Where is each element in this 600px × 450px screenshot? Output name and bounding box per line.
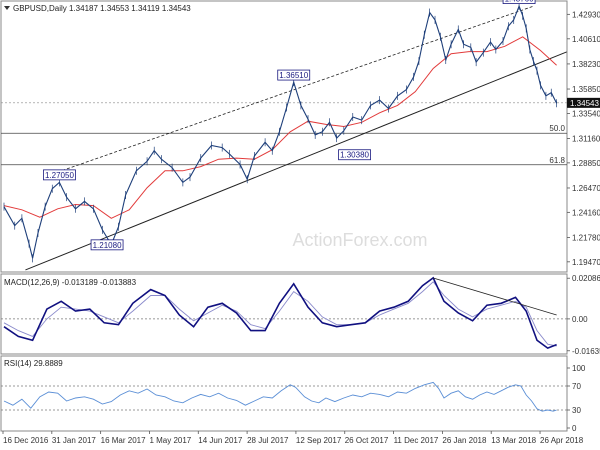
- price-line: [3, 4, 558, 259]
- macd-title: MACD(12,26,9) -0.013189 -0.013883: [4, 278, 137, 287]
- header-dropdown-icon: [4, 6, 10, 10]
- macd-tick-label: 0.00: [572, 315, 588, 324]
- price-callout-box: [43, 169, 76, 181]
- price-tick-label: 1.33540: [572, 109, 600, 118]
- rsi-title: RSI(14) 29.8889: [4, 359, 63, 368]
- price-callout-box: [338, 149, 371, 161]
- watermark: ActionForex.com: [292, 230, 427, 250]
- price-tick-label: 1.31160: [572, 135, 600, 144]
- price-tick-label: 1.42930: [572, 10, 600, 19]
- time-tick-label: 1 May 2017: [149, 436, 191, 445]
- price-levels: 50.0 61.8: [1, 102, 567, 166]
- price-callout-label: 1.30380: [340, 151, 369, 160]
- price-axis: 1.42930 1.40610 1.38230 1.35850 1.33540 1.311…: [567, 10, 600, 267]
- rsi-tick-label: 100: [572, 364, 586, 373]
- price-tick-label: 1.24160: [572, 208, 600, 217]
- price-tick-label: 1.38230: [572, 60, 600, 69]
- symbol-header: GBPUSD,Daily 1.34187 1.34553 1.34119 1.3…: [4, 4, 191, 13]
- price-callout-label: 1.27050: [45, 171, 74, 180]
- time-tick-label: 26 Apr 2018: [540, 436, 584, 445]
- price-tick-label: 1.21780: [572, 233, 600, 242]
- price-callouts: 1.27050 1.21080 1.36510 1.30380 1.43760: [43, 0, 536, 251]
- macd-main-line: [3, 276, 557, 350]
- time-tick-label: 13 Mar 2018: [491, 436, 536, 445]
- fib-level-label: 61.8: [549, 156, 565, 165]
- price-callout-box: [502, 0, 536, 4]
- price-tick-label: 1.28850: [572, 159, 600, 168]
- rsi-plot: [1, 381, 567, 412]
- current-price-label: 1.34543: [570, 99, 599, 108]
- price-callout-box: [90, 239, 124, 251]
- macd-plot: [1, 276, 567, 350]
- time-tick-label: 31 Jan 2017: [52, 436, 97, 445]
- price-callout-label: 1.36510: [279, 71, 308, 80]
- time-tick-label: 16 Dec 2016: [3, 436, 49, 445]
- time-tick-label: 14 Jun 2017: [198, 436, 243, 445]
- price-callout-box: [277, 69, 311, 81]
- rsi-tick-label: 30: [572, 406, 581, 415]
- price-tick-label: 1.19470: [572, 258, 600, 267]
- price-tick-label: 1.35850: [572, 85, 600, 94]
- macd-tick-label: 0.020861: [572, 274, 600, 283]
- price-tick-label: 1.40610: [572, 35, 600, 44]
- price-callout-label: 1.43760: [505, 0, 534, 4]
- time-tick-label: 12 Sep 2017: [296, 436, 342, 445]
- price-panel-frame: [0, 0, 568, 273]
- upper-channel-line: [43, 5, 534, 178]
- rsi-tick-label: 0: [572, 424, 577, 433]
- macd-tick-label: -0.016357: [572, 347, 600, 356]
- price-series: [3, 2, 558, 263]
- moving-average-line: [3, 36, 557, 219]
- time-tick-label: 11 Dec 2017: [394, 436, 439, 445]
- time-tick-label: 16 Mar 2017: [101, 436, 146, 445]
- rsi-tick-label: 70: [572, 382, 581, 391]
- macd-header: MACD(12,26,9) -0.013189 -0.013883: [4, 278, 137, 287]
- price-callout-label: 1.21080: [93, 241, 122, 250]
- ema-line: [3, 36, 557, 219]
- time-axis: 16 Dec 2016 31 Jan 2017 16 Mar 2017 1 May 2…: [2, 431, 584, 445]
- rsi-panel-frame: [0, 355, 568, 432]
- macd-trendline: [433, 277, 557, 316]
- time-tick-label: 26 Oct 2017: [345, 436, 389, 445]
- rsi-axis: 100 70 30 0: [567, 364, 586, 433]
- current-price-marker: [567, 97, 600, 108]
- macd-signal-line: [3, 281, 557, 347]
- price-tick-label: 1.26470: [572, 184, 600, 193]
- symbol-header-text: GBPUSD,Daily 1.34187 1.34553 1.34119 1.3…: [13, 4, 191, 13]
- time-tick-label: 26 Jan 2018: [442, 436, 487, 445]
- time-tick-label: 28 Jul 2017: [247, 436, 289, 445]
- fib-level-label: 50.0: [549, 124, 565, 133]
- rsi-header: RSI(14) 29.8889: [4, 359, 63, 368]
- rsi-line: [3, 381, 557, 412]
- macd-axis: 0.020861 0.00 -0.016357: [567, 274, 600, 356]
